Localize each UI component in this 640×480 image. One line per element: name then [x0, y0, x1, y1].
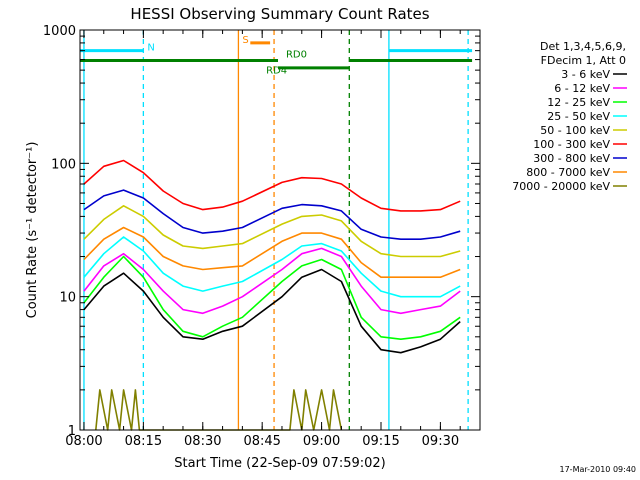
- legend-header: FDecim 1, Att 0: [541, 54, 626, 67]
- y-tick-label: 1000: [43, 24, 76, 39]
- annotation-label: N: [147, 43, 154, 54]
- legend: Det 1,3,4,5,6,9,FDecim 1, Att 03 - 6 keV…: [512, 40, 627, 193]
- legend-label: 800 - 7000 keV: [526, 166, 610, 179]
- legend-label: 7000 - 20000 keV: [512, 180, 610, 193]
- series-line: [83, 247, 461, 315]
- y-tick-label: 1: [68, 424, 76, 439]
- y-axis-label: Count Rate (s⁻¹ detector⁻¹): [25, 142, 40, 319]
- y-tick-label: 100: [51, 157, 76, 172]
- legend-label: 300 - 800 keV: [533, 152, 610, 165]
- x-tick-label: 08:30: [184, 434, 221, 449]
- y-tick-label: 10: [59, 291, 76, 306]
- legend-label: 100 - 300 keV: [533, 138, 610, 151]
- series-line: [83, 205, 461, 258]
- series-line: [83, 255, 461, 341]
- series-line: [83, 226, 461, 279]
- legend-label: 25 - 50 keV: [547, 110, 610, 123]
- x-tick-label: 08:00: [65, 434, 102, 449]
- legend-label: 6 - 12 keV: [554, 82, 610, 95]
- x-tick-label: 09:00: [303, 434, 340, 449]
- footer-timestamp: 17-Mar-2010 09:40: [560, 465, 637, 474]
- series-line: [83, 159, 461, 212]
- x-tick-label: 09:30: [422, 434, 459, 449]
- legend-header: Det 1,3,4,5,6,9,: [540, 40, 626, 53]
- legend-label: 12 - 25 keV: [547, 96, 610, 109]
- observing-annotations: N S RD0 RD4: [80, 30, 473, 430]
- annotation-label: S: [242, 35, 248, 46]
- annotation-label: RD0: [286, 50, 307, 61]
- legend-label: 50 - 100 keV: [540, 124, 610, 137]
- annotation-label: RD4: [266, 66, 287, 77]
- legend-label: 3 - 6 keV: [561, 68, 610, 81]
- x-axis-label: Start Time (22-Sep-09 07:59:02): [174, 456, 385, 471]
- x-tick-label: 09:15: [362, 434, 399, 449]
- x-tick-label: 08:15: [125, 434, 162, 449]
- plot-frame: [79, 29, 481, 431]
- series-line: [83, 236, 461, 298]
- series-line: [83, 268, 461, 354]
- chart-title: HESSI Observing Summary Count Rates: [130, 5, 429, 23]
- series-group: [83, 159, 461, 431]
- axes-group: 08:00 08:15 08:30 08:45 09:00 09:15 09:30 1 10 10…: [43, 24, 481, 449]
- x-tick-label: 08:45: [243, 434, 280, 449]
- series-line: [95, 389, 343, 431]
- series-line: [83, 189, 461, 240]
